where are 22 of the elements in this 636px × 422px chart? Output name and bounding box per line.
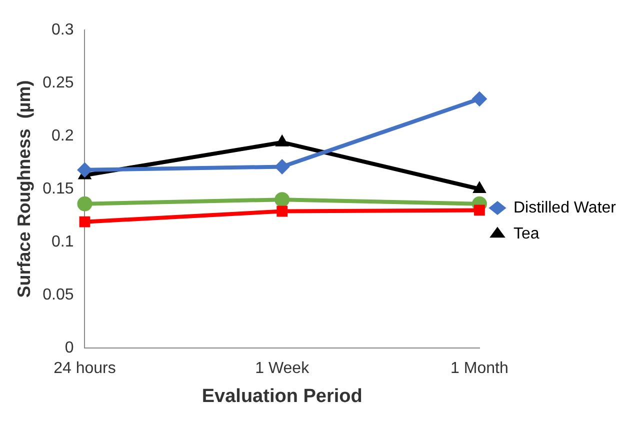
point [77, 196, 92, 212]
point [79, 216, 90, 228]
x-tick-label: 1 Month [450, 360, 508, 378]
point [77, 162, 92, 178]
point [274, 192, 290, 208]
x-tick-label: 24 hours [54, 360, 116, 378]
y-tick-label: 0.3 [51, 21, 74, 38]
point [474, 204, 485, 216]
y-tick-label: 0 [64, 339, 74, 356]
point [276, 206, 288, 217]
y-tick-label: 0.05 [42, 286, 74, 304]
x-axis-title: Evaluation Period [202, 386, 362, 407]
y-tick-label: 0.15 [42, 180, 74, 198]
y-axis-title: Surface Roughness (µm) [14, 80, 34, 298]
y-tick-label: 0.25 [42, 74, 74, 92]
point [472, 91, 487, 106]
x-tick-label: 1 Week [255, 360, 310, 378]
legend-label: Tea [513, 225, 540, 242]
y-tick-label: 0.2 [51, 127, 74, 144]
y-tick-label: 0.1 [51, 233, 74, 250]
point [274, 159, 290, 174]
legend-label: Distilled Water [513, 199, 617, 216]
